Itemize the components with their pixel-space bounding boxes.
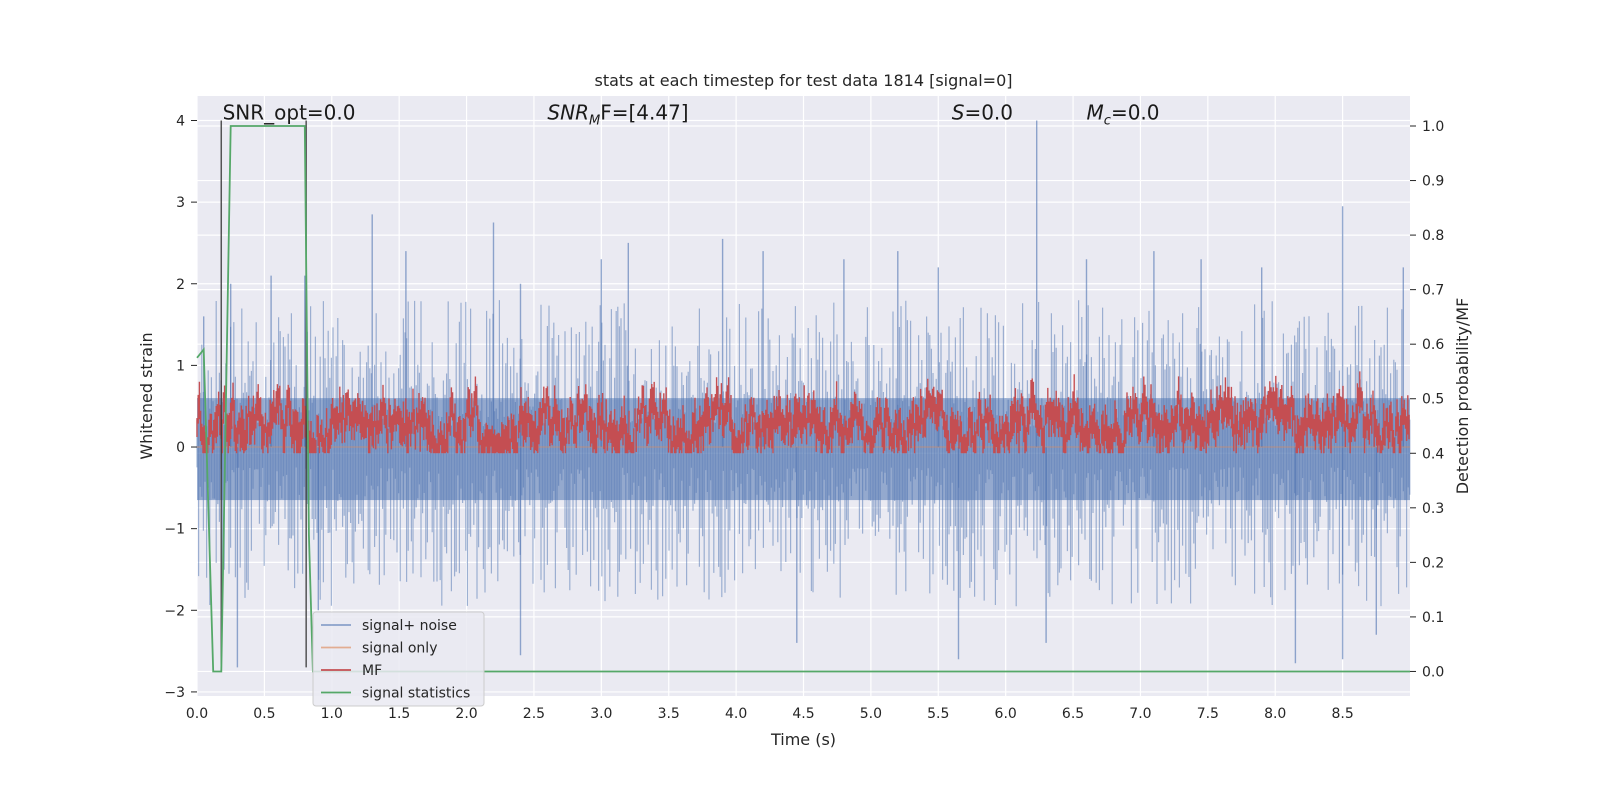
data-layer	[196, 120, 1411, 673]
chart-title: stats at each timestep for test data 181…	[594, 71, 1012, 90]
y2-tick-label: 0.8	[1422, 228, 1444, 244]
y-tick-label: 2	[176, 277, 185, 293]
y-tick-label: −3	[164, 685, 185, 701]
annotation-snr-mf: SNRMF=[4.47]	[547, 100, 688, 128]
y2-tick-label: 0.5	[1422, 392, 1444, 408]
y-tick-label: 4	[176, 113, 185, 129]
series-line-mf	[196, 371, 1410, 454]
y-tick-label: 3	[176, 195, 185, 211]
annotation-mc: Mc=0.0	[1087, 100, 1160, 128]
legend-label: signal only	[362, 641, 437, 657]
x-tick-label: 4.0	[725, 706, 747, 722]
y2-axis-label: Detection probability/MF	[1453, 298, 1472, 495]
x-axis-label: Time (s)	[770, 730, 836, 749]
x-tick-label: 7.5	[1197, 706, 1219, 722]
annotation-s: S=0.0	[952, 100, 1013, 124]
mc-base: M	[1087, 100, 1104, 124]
y2-tick-label: 0.9	[1422, 174, 1444, 190]
legend: signal+ noise signal only MF signal statist…	[312, 611, 485, 707]
legend-items: signal+ noise signal only MF signal statist…	[321, 618, 470, 702]
x-tick-label: 3.5	[658, 706, 680, 722]
y2-tick-label: 0.7	[1422, 283, 1444, 299]
mc-sub: c	[1104, 113, 1111, 128]
x-tick-label: 5.0	[860, 706, 882, 722]
x-tick-label: 4.5	[792, 706, 814, 722]
x-tick-label: 8.5	[1331, 706, 1353, 722]
y-tick-label: −2	[164, 603, 185, 619]
snr-mf-base: SNR	[547, 100, 589, 124]
y-axis-label: Whitened strain	[137, 332, 156, 459]
legend-box	[312, 611, 485, 707]
x-tick-label: 5.5	[927, 706, 949, 722]
x-tick-label: 0.5	[253, 706, 275, 722]
y2-tick-label: 0.2	[1422, 555, 1444, 571]
x-tick-label: 2.5	[523, 706, 545, 722]
x-tick-label: 3.0	[590, 706, 612, 722]
x-tick-label: 6.5	[1062, 706, 1084, 722]
series-line-signal-statistics	[196, 125, 1410, 673]
mc-rest: =0.0	[1111, 100, 1160, 124]
y-tick-label: 0	[176, 440, 185, 456]
legend-label: MF	[362, 663, 382, 679]
s-base: S	[952, 100, 965, 124]
y2-tick-label: 0.6	[1422, 337, 1444, 353]
ticks: 0.0 0.5 1.0 1.5 2.0 2.5 3.0 3.5 4.0 4.5 5.0 5.5 6.0 6…	[164, 113, 1444, 722]
snr-mf-sub: M	[589, 113, 600, 128]
x-tick-label: 8.0	[1264, 706, 1286, 722]
y2-tick-label: 0.3	[1422, 501, 1444, 517]
s-rest: =0.0	[964, 100, 1013, 124]
snr-mf-rest: F=[4.47]	[600, 100, 688, 124]
x-tick-label: 0.0	[186, 706, 208, 722]
y2-tick-label: 0.4	[1422, 446, 1444, 462]
y2-tick-label: 1.0	[1422, 119, 1444, 135]
y2-tick-label: 0.0	[1422, 664, 1444, 680]
legend-label: signal statistics	[362, 686, 470, 702]
legend-label: signal+ noise	[362, 618, 457, 634]
x-tick-label: 2.0	[455, 706, 477, 722]
x-tick-label: 6.0	[995, 706, 1017, 722]
x-tick-label: 7.0	[1129, 706, 1151, 722]
annotation-snr-opt: SNR_opt=0.0	[223, 100, 356, 124]
y-tick-label: 1	[176, 358, 185, 374]
y2-tick-label: 0.1	[1422, 610, 1444, 626]
series-spikes-signal-noise	[203, 120, 1404, 668]
x-tick-label: 1.0	[321, 706, 343, 722]
y-tick-label: −1	[164, 522, 185, 538]
x-tick-label: 1.5	[388, 706, 410, 722]
